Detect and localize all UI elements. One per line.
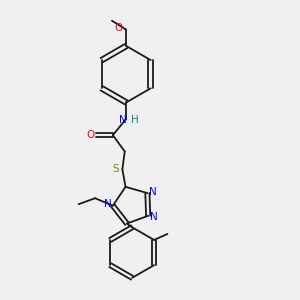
Text: N: N (119, 115, 127, 125)
Text: N: N (149, 187, 157, 196)
Text: N: N (103, 199, 111, 209)
Text: H: H (131, 115, 139, 125)
Text: O: O (115, 23, 123, 33)
Text: S: S (112, 164, 119, 174)
Text: N: N (150, 212, 158, 222)
Text: O: O (86, 130, 95, 140)
